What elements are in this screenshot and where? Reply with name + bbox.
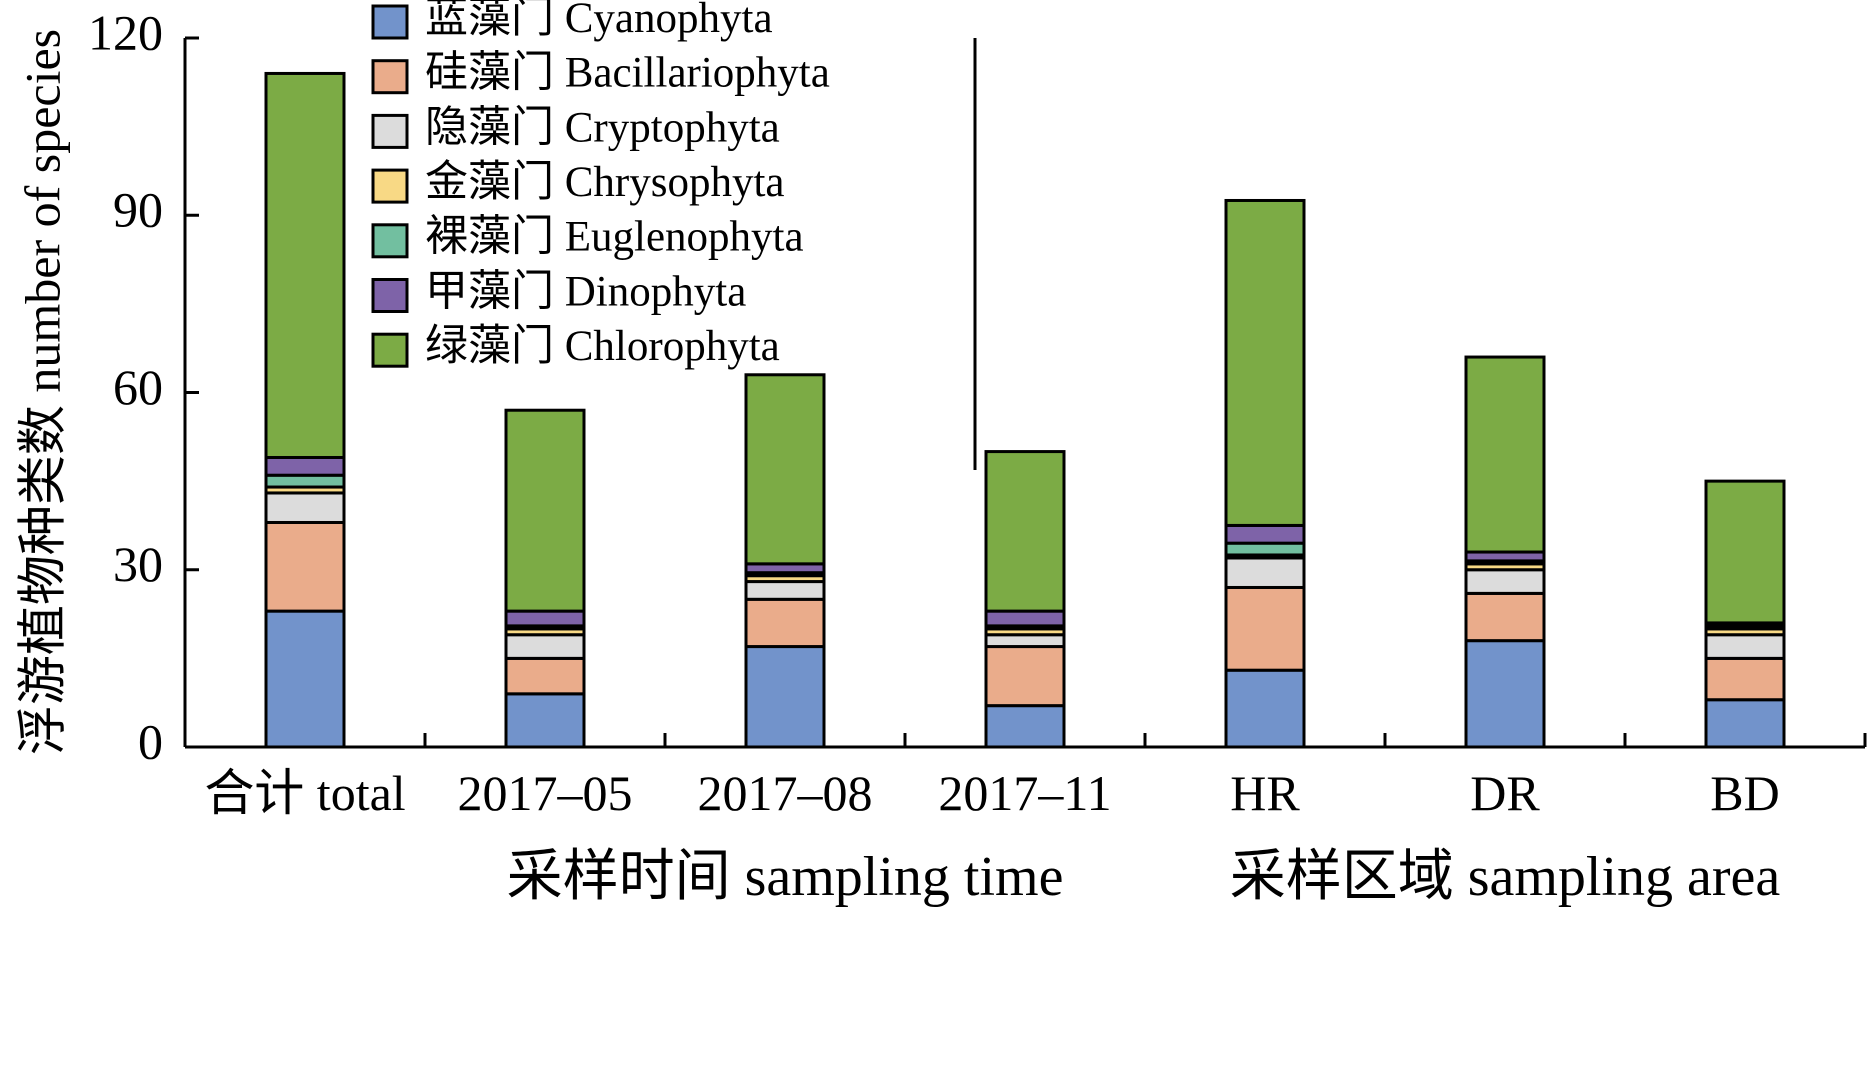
y-tick-label: 30 [113, 536, 163, 592]
bar-stack [1704, 479, 1786, 749]
bar-segment [504, 633, 586, 660]
bar-segment [1704, 698, 1786, 749]
bar-segment [744, 373, 826, 566]
group-label: 采样区域 sampling area [1230, 846, 1781, 908]
bar-segment [1224, 668, 1306, 749]
legend-label: 蓝藻门 Cyanophyta [425, 0, 773, 42]
bar-segment [1224, 523, 1306, 545]
legend-swatch [371, 278, 409, 313]
bar-segment [984, 645, 1066, 708]
legend-swatch [371, 168, 409, 204]
y-tick-label: 60 [113, 359, 163, 415]
y-tick-label: 0 [138, 713, 163, 769]
legend-item: 绿藻门 Chlorophyta [371, 323, 780, 370]
bar-segment [1224, 585, 1306, 672]
bar-segment [1464, 591, 1546, 643]
bar-segment [984, 609, 1066, 628]
y-tick-label: 120 [88, 4, 163, 60]
bar-segment [264, 473, 346, 489]
legend-swatch [371, 113, 409, 149]
legend-label: 甲藻门 Dinophyta [425, 268, 746, 315]
legend-label: 裸藻门 Euglenophyta [425, 214, 804, 261]
bar-stack [984, 450, 1066, 749]
bar-segment [264, 609, 346, 749]
bar-segment [264, 71, 346, 459]
bar-segment [984, 450, 1066, 613]
bar-segment [1704, 633, 1786, 660]
legend-label: 绿藻门 Chlorophyta [425, 323, 780, 370]
bar-segment [504, 656, 586, 696]
x-tick-label: DR [1470, 765, 1540, 821]
bar-stack [1224, 198, 1306, 749]
bar-stack [1464, 355, 1546, 749]
bar-stack [504, 408, 586, 749]
bar-segment [504, 692, 586, 749]
legend-swatch [371, 59, 409, 95]
bar-segment [1704, 656, 1786, 702]
bar-segment [744, 580, 826, 601]
bar-segment [264, 520, 346, 613]
bar-stack [264, 71, 346, 749]
x-tick-label: BD [1710, 765, 1779, 821]
y-ticks: 0 30 60 90 120 [88, 4, 199, 769]
bar-stack [744, 373, 826, 749]
bar-segment [1224, 556, 1306, 589]
legend-item: 裸藻门 Euglenophyta [371, 214, 804, 261]
bar-segment [1224, 198, 1306, 527]
bar-segment [1464, 639, 1546, 749]
bar-segment [504, 609, 586, 628]
legend-item: 金藻门 Chrysophyta [371, 158, 785, 206]
legend-label: 硅藻门 Bacillariophyta [425, 50, 830, 97]
x-tick-label: 2017–08 [698, 765, 873, 821]
x-tick-label: 2017–05 [458, 765, 633, 821]
legend-item: 隐藻门 Cryptophyta [371, 104, 780, 151]
x-tick-labels: 合计 total 2017–05 2017–08 2017–11 HR DR BD [204, 765, 1779, 821]
bar-segment [984, 704, 1066, 749]
x-ticks [423, 733, 1867, 747]
legend-item: 硅藻门 Bacillariophyta [371, 50, 830, 97]
bar-segment [1704, 479, 1786, 625]
bar-segment [504, 408, 586, 613]
legend-item: 甲藻门 Dinophyta [371, 268, 746, 315]
x-tick-label: 合计 total [204, 765, 405, 821]
group-labels: 采样时间 sampling time 采样区域 sampling area [507, 846, 1781, 908]
bars [264, 71, 1786, 749]
bar-segment [744, 597, 826, 649]
legend-item: 蓝藻门 Cyanophyta [371, 0, 773, 42]
bar-segment [1224, 541, 1306, 557]
bar-segment [984, 633, 1066, 649]
bar-segment [744, 645, 826, 749]
bar-segment [264, 491, 346, 524]
bar-segment [264, 455, 346, 477]
bar-segment [1464, 568, 1546, 595]
x-tick-label: 2017–11 [938, 765, 1111, 821]
legend-swatch [371, 4, 409, 40]
y-tick-label: 90 [113, 182, 163, 238]
legend-swatch [371, 332, 409, 368]
legend-swatch [371, 223, 409, 259]
y-axis-label: 浮游植物种类数 number of species [14, 29, 70, 755]
legend: 蓝藻门 Cyanophyta 硅藻门 Bacillariophyta 隐藻门 Cry… [371, 0, 830, 370]
legend-label: 金藻门 Chrysophyta [425, 158, 785, 206]
group-label: 采样时间 sampling time [507, 846, 1064, 908]
x-tick-label: HR [1230, 765, 1300, 821]
legend-label: 隐藻门 Cryptophyta [425, 104, 780, 151]
bar-segment [1464, 355, 1546, 554]
